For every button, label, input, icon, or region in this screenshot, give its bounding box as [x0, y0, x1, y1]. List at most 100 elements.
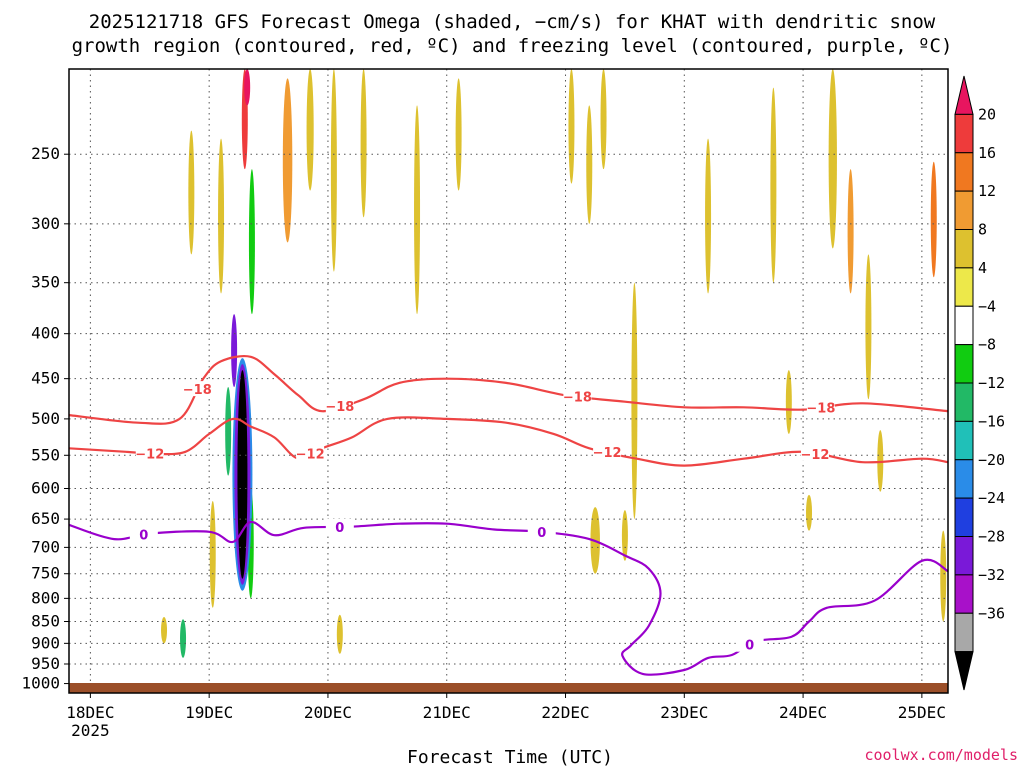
colorbar-swatch-3 [954, 190, 974, 230]
colorbar-swatch-14 [954, 612, 974, 653]
omega-region-39 [806, 494, 813, 531]
colorbar-swatch-8 [954, 382, 974, 422]
colorbar-label-13: −36 [978, 604, 1005, 622]
colorbar-label-6: −8 [978, 336, 996, 354]
colorbar-swatch-4 [954, 229, 974, 269]
omega-region-10 [200, 248, 207, 434]
omega-region-1 [231, 314, 238, 388]
omega-region-17 [306, 69, 314, 191]
y-tick-label-9: 700 [31, 537, 60, 556]
omega-region-29 [600, 69, 607, 170]
colorbar-swatch-10 [954, 459, 974, 499]
omega-region-18 [330, 69, 337, 272]
chart-title-line1: 2025121718 GFS Forecast Omega (shaded, −… [89, 11, 936, 33]
y-tick-label-10: 750 [31, 564, 60, 583]
y-tick-label-14: 950 [31, 654, 60, 673]
colorbar-swatch-7 [954, 344, 974, 384]
y-tick-label-1: 300 [31, 214, 60, 233]
y-tick-label-7: 600 [31, 479, 60, 498]
colorbar-swatch-0 [954, 75, 974, 115]
omega-region-23 [378, 122, 385, 362]
omega-region-40 [828, 69, 837, 249]
omega-region-46 [940, 530, 947, 622]
x-tick-label-6: 24DEC [779, 703, 827, 722]
y-tick-label-0: 250 [31, 144, 60, 163]
x-tick-label-1: 19DEC [185, 703, 233, 722]
contour-label--18C-1: −18 [325, 400, 354, 415]
x-tick-label-2: 20DEC [304, 703, 352, 722]
colorbar-swatch-13 [954, 574, 974, 614]
omega-region-9 [188, 130, 195, 255]
contour-label-0C-0: 0 [139, 528, 148, 543]
colorbar-label-4: 4 [978, 259, 987, 277]
omega-region-7 [209, 501, 216, 608]
omega-region-28 [631, 282, 638, 520]
x-axis-label: Forecast Time (UTC) [407, 747, 613, 768]
omega-region-24 [479, 146, 486, 266]
contour-label-bg-1-3 [800, 445, 829, 461]
contour-label-bg-2-1 [325, 518, 354, 534]
contour-label-bg-1-2 [593, 444, 622, 460]
y-axis: 250 300 350 400 450 500 550 600 650 700 750 800 850 9… [21, 144, 69, 693]
omega-region-45 [930, 161, 937, 278]
contour-label--18C-3: −18 [806, 402, 835, 417]
colorbar-swatch-6 [954, 305, 974, 346]
omega-region-36 [705, 138, 712, 294]
omega-region-11 [152, 333, 159, 489]
y-tick-label-13: 900 [31, 633, 60, 652]
contour-label-bg-1-0 [135, 445, 164, 461]
y-tick-label-15: 1000 [21, 674, 60, 693]
contour-label-bg-2-2 [527, 523, 556, 539]
colorbar-label-10: −24 [978, 489, 1005, 507]
contour-label--18C-0: −18 [183, 383, 212, 398]
y-tick-label-4: 450 [31, 369, 60, 388]
omega-region-33 [648, 519, 655, 594]
contour-label-0C-3: 0 [745, 639, 754, 654]
contour-layer: −18 −18 −18 −18 −12 −12 −12 −12 0 0 0 0 [69, 354, 948, 676]
omega-region-8 [218, 138, 225, 294]
omega-region-21 [336, 614, 343, 654]
colorbar-label-2: 12 [978, 182, 996, 200]
contour-label--12C-0: −12 [135, 447, 164, 462]
omega-shading-layer [93, 69, 947, 658]
colorbar-label-7: −12 [978, 374, 1005, 392]
omega-region-41 [847, 169, 854, 294]
colorbar-label-9: −20 [978, 451, 1005, 469]
colorbar-label-1: 16 [978, 144, 996, 162]
omega-region-26 [568, 69, 575, 184]
omega-region-42 [865, 254, 872, 400]
omega-region-6 [244, 69, 251, 106]
omega-region-12 [128, 352, 135, 502]
colorbar-label-8: −16 [978, 412, 1005, 430]
colorbar-swatch-15 [954, 651, 974, 691]
surface-terrain [69, 683, 948, 693]
contour-label-0C-2: 0 [537, 526, 546, 541]
colorbar-swatch-1 [954, 113, 974, 154]
contour-label-bg-0-2 [563, 388, 592, 404]
contour-label--12C-2: −12 [593, 446, 622, 461]
omega-region-34 [675, 146, 682, 348]
contour-label-0C-1: 0 [335, 521, 344, 536]
omega-region-44 [901, 122, 908, 283]
contour-label-bg-2-0 [129, 526, 158, 542]
omega-region-30 [544, 328, 551, 408]
colorbar-swatch-11 [954, 497, 974, 537]
y-tick-label-2: 350 [31, 273, 60, 292]
contour-label-bg-1-1 [296, 445, 325, 461]
credit-text: coolwx.com/models [864, 746, 1018, 764]
omega-region-37 [770, 87, 777, 283]
y-tick-label-6: 550 [31, 445, 60, 464]
omega-region-25 [455, 78, 462, 191]
contour-label--12C-3: −12 [800, 448, 829, 463]
contour-label-bg-0-1 [325, 398, 354, 414]
colorbar: 20 16 12 8 4 −4 −8 −12 −16 −20 −24 −28 −32 −36 [954, 75, 1005, 691]
x-tick-label-3: 21DEC [423, 703, 471, 722]
contour-label--12C-1: −12 [296, 448, 325, 463]
colorbar-swatch-12 [954, 536, 974, 576]
colorbar-swatch-5 [954, 267, 974, 307]
colorbar-label-12: −32 [978, 566, 1005, 584]
omega-region-16 [282, 78, 293, 243]
contour--12C [69, 416, 948, 467]
contour-label-bg-0-3 [806, 399, 835, 415]
